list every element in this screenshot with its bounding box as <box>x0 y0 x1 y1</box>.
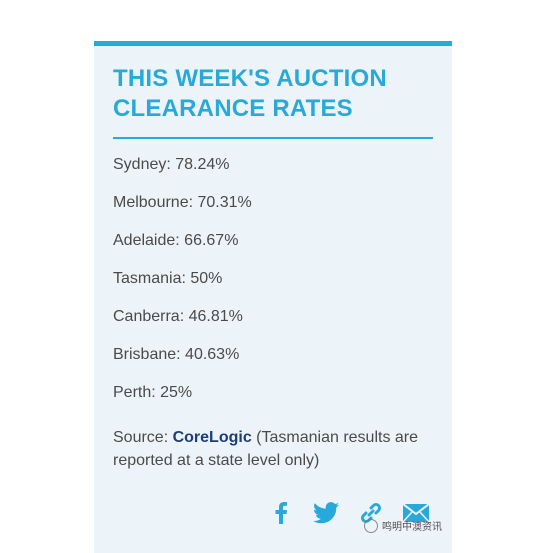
watermark: 鸣明中澳资讯 <box>364 518 442 533</box>
facebook-share-button[interactable] <box>266 498 296 528</box>
rate-canberra: Canberra: 46.81% <box>113 308 243 325</box>
rate-tasmania: Tasmania: 50% <box>113 270 223 287</box>
watermark-text: 鸣明中澳资讯 <box>382 522 442 533</box>
email-share-button[interactable] <box>401 498 431 528</box>
source-prefix: Source: <box>113 429 173 446</box>
email-icon <box>402 503 430 523</box>
clearance-rate-list: Sydney: 78.24% Melbourne: 70.31% Adelaid… <box>113 154 252 420</box>
share-bar <box>266 498 446 528</box>
facebook-icon <box>275 502 287 524</box>
wechat-icon <box>364 518 378 533</box>
rate-perth: Perth: 25% <box>113 384 193 401</box>
corelogic-link[interactable]: CoreLogic <box>172 429 252 446</box>
title-divider <box>113 137 433 139</box>
source-explanation: (Tasmanian results are reported at a sta… <box>113 429 419 469</box>
rate-sydney: Sydney: 78.24% <box>113 156 230 173</box>
twitter-share-button[interactable] <box>311 498 341 528</box>
twitter-icon <box>313 502 339 524</box>
auction-clearance-card: THIS WEEK'S AUCTION CLEARANCE RATES Sydn… <box>94 41 452 553</box>
card-title: THIS WEEK'S AUCTION CLEARANCE RATES <box>113 64 443 124</box>
rate-melbourne: Melbourne: 70.31% <box>113 194 252 211</box>
card-title-line-1: THIS WEEK'S AUCTION <box>113 65 387 92</box>
rate-adelaide: Adelaide: 66.67% <box>113 232 239 249</box>
card-title-line-2: CLEARANCE RATES <box>113 95 353 122</box>
rate-brisbane: Brisbane: 40.63% <box>113 346 240 363</box>
source-note: Source: CoreLogic (Tasmanian results are… <box>113 426 443 472</box>
